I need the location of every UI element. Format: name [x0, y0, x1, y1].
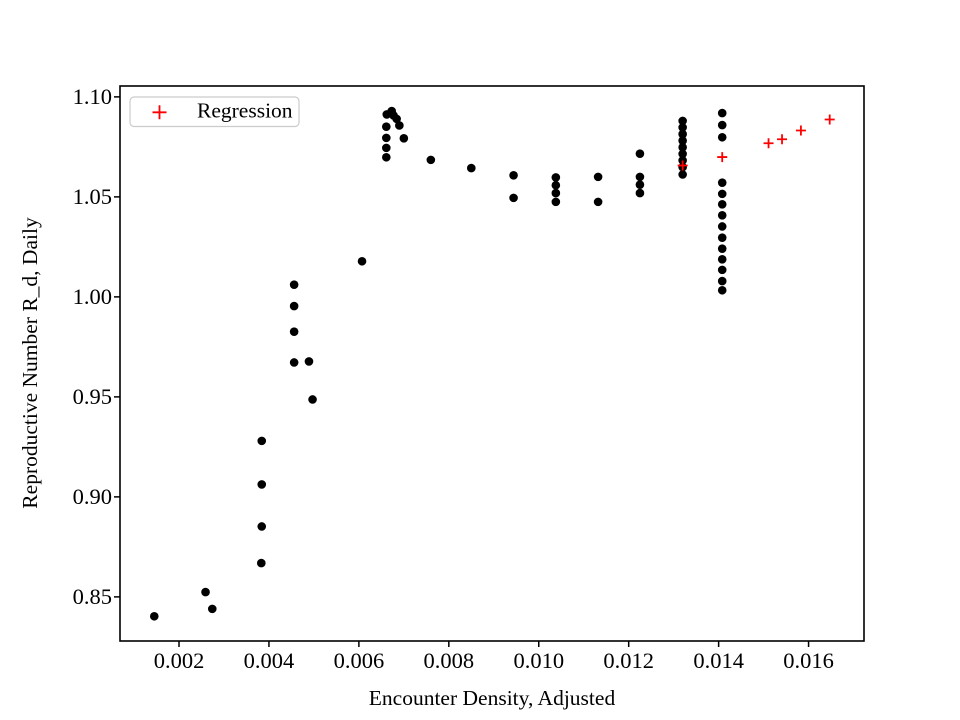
svg-text:0.004: 0.004: [244, 648, 295, 673]
svg-text:0.010: 0.010: [513, 648, 564, 673]
svg-text:1.00: 1.00: [73, 284, 112, 309]
svg-text:Encounter Density, Adjusted: Encounter Density, Adjusted: [369, 686, 616, 710]
svg-text:0.008: 0.008: [424, 648, 475, 673]
svg-text:0.90: 0.90: [73, 484, 112, 509]
svg-text:0.85: 0.85: [73, 584, 112, 609]
svg-text:0.95: 0.95: [73, 384, 112, 409]
svg-text:0.002: 0.002: [154, 648, 205, 673]
svg-text:1.10: 1.10: [73, 84, 112, 109]
svg-text:Reproductive Number R_d, Daily: Reproductive Number R_d, Daily: [18, 217, 42, 509]
svg-text:0.014: 0.014: [693, 648, 744, 673]
svg-text:Regression: Regression: [197, 99, 293, 123]
svg-text:0.016: 0.016: [783, 648, 834, 673]
svg-text:0.012: 0.012: [603, 648, 654, 673]
svg-text:1.05: 1.05: [73, 184, 112, 209]
svg-text:0.006: 0.006: [334, 648, 385, 673]
